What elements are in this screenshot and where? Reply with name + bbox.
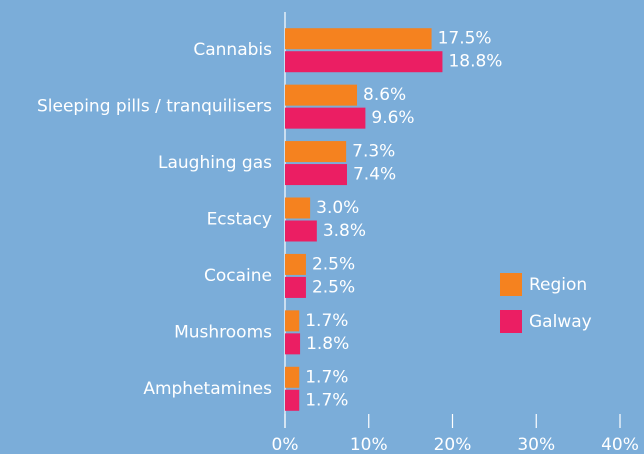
- bar: [285, 389, 300, 411]
- value-label: 2.5%: [312, 254, 355, 274]
- value-label: 8.6%: [363, 85, 406, 105]
- bar: [285, 276, 306, 298]
- category-label: Laughing gas: [158, 153, 272, 173]
- category-label: Sleeping pills / tranquilisers: [37, 97, 272, 117]
- bar: [285, 333, 301, 355]
- legend-label: Galway: [529, 312, 592, 332]
- value-label: 1.7%: [305, 311, 348, 331]
- bar: [285, 164, 347, 186]
- bar: [285, 141, 347, 163]
- legend-swatch: [500, 310, 522, 333]
- x-tick-label: 20%: [434, 435, 472, 454]
- legend-swatch: [500, 273, 522, 296]
- bar: [285, 310, 300, 332]
- bar: [285, 84, 358, 106]
- category-label: Mushrooms: [174, 322, 272, 342]
- bar: [285, 220, 317, 242]
- bar: [285, 28, 432, 50]
- category-label: Ecstacy: [207, 210, 272, 230]
- legend-label: Region: [529, 275, 587, 295]
- value-label: 1.7%: [305, 367, 348, 387]
- bar: [285, 197, 311, 219]
- value-label: 7.3%: [352, 142, 395, 162]
- category-label: Cocaine: [204, 266, 272, 286]
- value-label: 18.8%: [448, 52, 502, 72]
- x-tick-label: 40%: [601, 435, 639, 454]
- value-label: 9.6%: [371, 108, 414, 128]
- value-label: 3.8%: [323, 221, 366, 241]
- bar: [285, 253, 306, 275]
- bar: [285, 107, 366, 129]
- x-tick-label: 10%: [350, 435, 388, 454]
- value-label: 2.5%: [312, 277, 355, 297]
- value-label: 3.0%: [316, 198, 359, 218]
- category-label: Amphetamines: [143, 379, 272, 399]
- value-label: 1.7%: [305, 390, 348, 410]
- bar: [285, 366, 300, 388]
- value-label: 17.5%: [438, 29, 492, 49]
- bar: [285, 51, 443, 73]
- x-tick-label: 0%: [272, 435, 299, 454]
- value-label: 1.8%: [306, 334, 349, 354]
- x-tick-label: 30%: [517, 435, 555, 454]
- category-label: Cannabis: [193, 40, 272, 60]
- value-label: 7.4%: [353, 165, 396, 185]
